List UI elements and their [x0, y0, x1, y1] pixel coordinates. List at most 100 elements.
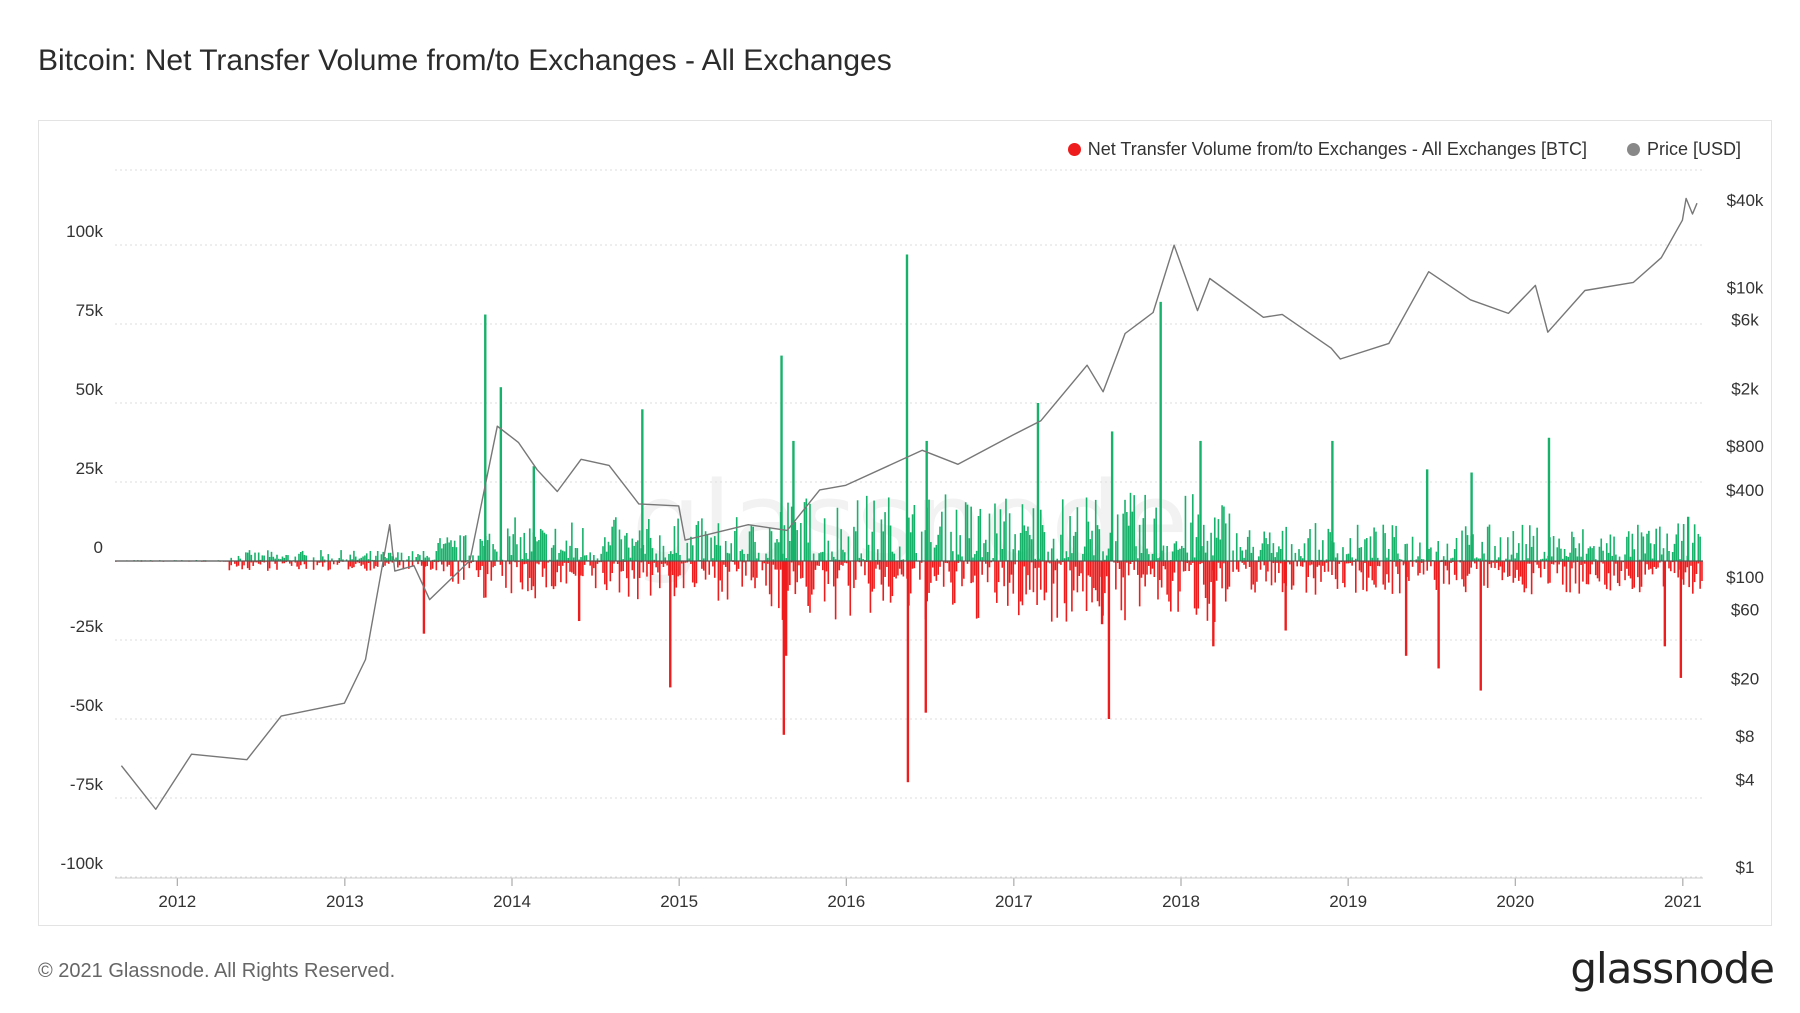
bar-noise-out: [1290, 561, 1293, 590]
bar-noise-in: [658, 535, 661, 561]
bar-noise-in: [1019, 532, 1022, 561]
bar-noise-in: [796, 530, 798, 561]
bar-noise-out: [276, 561, 278, 570]
bar-noise-in: [303, 554, 306, 561]
y-tick-label-right: $60: [1731, 600, 1759, 619]
bar-noise-in: [268, 556, 271, 561]
bar-noise-out: [985, 561, 987, 564]
bar-noise-out: [1276, 561, 1278, 563]
bar-noise-out: [574, 561, 577, 576]
bar-noise-in: [1397, 553, 1399, 561]
bar-noise-out: [902, 561, 905, 577]
y-tick-label-left: -100k: [60, 854, 103, 873]
bar-noise-in: [767, 557, 769, 561]
bar-noise-out: [1336, 561, 1339, 589]
bar-inflow: [1686, 516, 1690, 561]
bar-noise-out: [660, 561, 663, 564]
bar-noise-out: [281, 561, 284, 564]
bar-noise-out: [1065, 561, 1068, 622]
bar-noise-out: [1613, 561, 1615, 576]
bar-noise-in: [880, 519, 883, 561]
bar-noise-in: [1129, 492, 1132, 561]
bar-noise-in: [1091, 530, 1093, 561]
bar-noise-out: [353, 561, 355, 568]
bar-noise-out: [1122, 561, 1124, 578]
bar-noise-in: [1358, 547, 1361, 561]
bar-noise-in: [620, 539, 623, 561]
bar-noise-out: [1323, 561, 1326, 572]
bar-noise-in: [1177, 549, 1179, 561]
bar-noise-out: [1435, 561, 1438, 590]
bar-noise-in: [1279, 548, 1282, 561]
bar-noise-out: [1186, 561, 1189, 564]
bar-noise-out: [1226, 561, 1229, 590]
bar-noise-out: [323, 561, 326, 563]
bar-noise-in: [508, 536, 511, 561]
bar-noise-in: [1455, 537, 1458, 561]
bar-noise-in: [543, 532, 546, 561]
bar-noise-out: [794, 561, 797, 595]
bar-noise-in: [563, 551, 566, 561]
bar-noise-out: [1030, 561, 1033, 563]
bar-noise-in: [1201, 546, 1203, 561]
bar-noise-in: [279, 559, 282, 561]
bar-noise-out: [1640, 561, 1643, 587]
bar-noise-in: [1122, 513, 1124, 561]
bar-noise-out: [1475, 561, 1478, 570]
bar-noise-in: [1406, 543, 1408, 561]
y-tick-label-right: $2k: [1731, 380, 1759, 399]
bar-noise-out: [1609, 561, 1612, 591]
bar-noise-in: [1360, 547, 1363, 561]
bar-noise-out: [1012, 561, 1015, 594]
bar-noise-in: [294, 556, 297, 561]
bar-noise-out: [1104, 561, 1106, 594]
bar-noise-in: [974, 554, 976, 561]
legend-item-net-transfer[interactable]: Net Transfer Volume from/to Exchanges - …: [1067, 139, 1587, 160]
bar-noise-in: [1202, 524, 1205, 561]
bar-noise-out: [1411, 561, 1414, 567]
y-tick-label-right: $800: [1726, 437, 1764, 456]
bar-outflow: [1212, 561, 1215, 647]
bar-noise-out: [267, 561, 269, 571]
bar-noise-out: [986, 561, 989, 583]
bar-noise-out: [604, 561, 606, 585]
legend-item-price[interactable]: Price [USD]: [1626, 139, 1741, 160]
bar-noise-out: [891, 561, 894, 597]
bar-noise-out: [1561, 561, 1564, 585]
bar-noise-out: [234, 561, 236, 564]
bar-noise-out: [1516, 561, 1518, 570]
bar-noise-in: [867, 544, 870, 561]
bar-noise-out: [1496, 561, 1498, 563]
bar-noise-out: [869, 561, 872, 613]
bar-noise-in: [541, 530, 544, 561]
bar-noise-out: [1378, 561, 1381, 567]
bar-noise-out: [1362, 561, 1364, 590]
y-tick-label-right: $6k: [1731, 310, 1759, 329]
bar-noise-out: [876, 561, 879, 565]
bar-noise-in: [1248, 530, 1251, 561]
bar-noise-in: [1631, 533, 1634, 561]
bar-noise-in: [1393, 537, 1396, 561]
bar-noise-out: [778, 561, 780, 609]
bar-noise-in: [913, 505, 916, 561]
bar-noise-in: [1076, 507, 1079, 561]
bar-noise-out: [882, 561, 885, 601]
bar-noise-out: [616, 561, 619, 564]
bar-noise-in: [1300, 556, 1302, 561]
bar-noise-out: [933, 561, 936, 577]
bar-noise-in: [1371, 557, 1374, 561]
bar-noise-in: [691, 545, 694, 561]
bar-noise-out: [812, 561, 815, 590]
bar-noise-out: [1058, 561, 1060, 564]
bar-noise-out: [1497, 561, 1500, 571]
bar-noise-out: [486, 561, 489, 575]
bar-noise-in: [1556, 547, 1559, 561]
bar-noise-out: [1287, 561, 1289, 563]
bar-noise-in: [994, 503, 996, 561]
bar-noise-in: [1587, 548, 1590, 561]
bar-noise-out: [1420, 561, 1423, 563]
bar-noise-in: [647, 519, 650, 561]
bar-noise-in: [1186, 552, 1189, 561]
bar-noise-out: [633, 561, 635, 579]
bar-noise-in: [1182, 548, 1185, 561]
